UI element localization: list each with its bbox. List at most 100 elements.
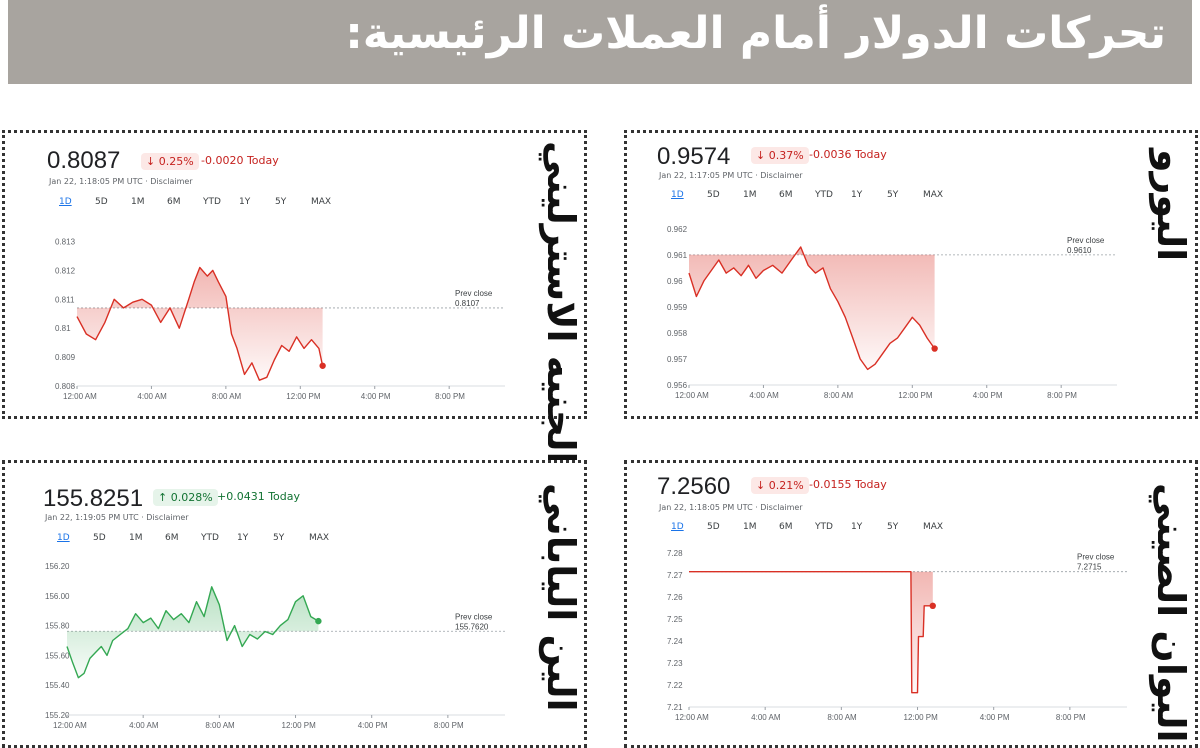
change-today: -0.0020 Today — [201, 154, 279, 167]
range-tab-1m[interactable]: 1M — [129, 533, 143, 543]
range-tab-5d[interactable]: 5D — [707, 522, 720, 532]
y-tick-label: 0.957 — [667, 355, 688, 364]
y-tick-label: 7.28 — [667, 549, 683, 558]
panel-gbp: 0.8087 ↓ 0.25% -0.0020 Today Jan 22, 1:1… — [2, 130, 587, 465]
range-tab-1m[interactable]: 1M — [743, 190, 757, 200]
range-tabs: 1D 5D 1M 6M YTD 1Y 5Y MAX — [57, 533, 345, 543]
currency-name: الين الياباني — [539, 483, 583, 712]
range-tab-6m[interactable]: 6M — [779, 522, 793, 532]
panel-eur: 0.9574 ↓ 0.37% -0.0036 Today Jan 22, 1:1… — [624, 130, 1198, 419]
range-tab-6m[interactable]: 6M — [167, 197, 181, 207]
change-percent-badge: ↓ 0.37% — [751, 147, 809, 164]
range-tab-5d[interactable]: 5D — [93, 533, 106, 543]
range-tab-ytd[interactable]: YTD — [815, 522, 833, 532]
y-tick-label: 155.20 — [45, 711, 70, 720]
range-tab-1d[interactable]: 1D — [671, 190, 684, 200]
range-tab-ytd[interactable]: YTD — [815, 190, 833, 200]
page-title: تحركات الدولار أمام العملات الرئيسية: — [345, 8, 1166, 59]
range-tab-5y[interactable]: 5Y — [887, 190, 899, 200]
timestamp: Jan 22, 1:18:05 PM UTC · Disclaimer — [49, 177, 193, 186]
x-tick-label: 12:00 PM — [904, 713, 939, 722]
y-tick-label: 0.813 — [55, 237, 76, 246]
x-tick-label: 12:00 PM — [898, 391, 933, 400]
x-tick-label: 8:00 PM — [434, 721, 464, 730]
y-tick-label: 156.20 — [45, 562, 70, 571]
prev-close-label: Prev close — [1067, 236, 1105, 245]
range-tab-1d[interactable]: 1D — [671, 522, 684, 532]
currency-name: الجنيه الاسترليني — [539, 141, 583, 465]
change-today: -0.0036 Today — [809, 148, 887, 161]
prev-close-label: Prev close — [455, 612, 493, 621]
range-tab-5y[interactable]: 5Y — [275, 197, 287, 207]
x-tick-label: 12:00 AM — [53, 721, 87, 730]
timestamp: Jan 22, 1:18:05 PM UTC · Disclaimer — [659, 503, 803, 512]
y-tick-label: 7.25 — [667, 615, 683, 624]
range-tab-5d[interactable]: 5D — [95, 197, 108, 207]
range-tab-5d[interactable]: 5D — [707, 190, 720, 200]
y-tick-label: 0.961 — [667, 251, 688, 260]
currency-name: اليوان الصيني — [1149, 483, 1193, 743]
title-banner: تحركات الدولار أمام العملات الرئيسية: — [8, 0, 1192, 84]
current-point — [931, 345, 938, 352]
change-percent-badge: ↓ 0.25% — [141, 153, 199, 170]
range-tab-max[interactable]: MAX — [923, 522, 944, 532]
x-tick-label: 4:00 AM — [751, 713, 781, 722]
prev-close-value: 155.7620 — [455, 622, 489, 631]
range-tab-6m[interactable]: 6M — [165, 533, 179, 543]
x-tick-label: 4:00 PM — [980, 713, 1010, 722]
y-tick-label: 7.21 — [667, 703, 683, 712]
series-area — [67, 586, 319, 678]
currency-name: اليورو — [1149, 149, 1193, 262]
range-tab-ytd[interactable]: YTD — [203, 197, 221, 207]
prev-close-value: 0.9610 — [1067, 246, 1092, 255]
range-tab-1y[interactable]: 1Y — [851, 190, 863, 200]
x-tick-label: 8:00 AM — [824, 391, 854, 400]
prev-close-label: Prev close — [455, 289, 493, 298]
range-tab-1y[interactable]: 1Y — [851, 522, 863, 532]
range-tab-max[interactable]: MAX — [309, 533, 330, 543]
range-tab-max[interactable]: MAX — [923, 190, 944, 200]
series-line — [688, 246, 936, 371]
range-tab-ytd[interactable]: YTD — [201, 533, 219, 543]
series-line — [689, 571, 933, 694]
range-tab-1y[interactable]: 1Y — [237, 533, 249, 543]
range-tabs: 1D 5D 1M 6M YTD 1Y 5Y MAX — [671, 522, 959, 532]
range-tab-max[interactable]: MAX — [311, 197, 332, 207]
series-area — [689, 571, 933, 693]
range-tab-1y[interactable]: 1Y — [239, 197, 251, 207]
y-tick-label: 0.811 — [55, 295, 75, 304]
x-tick-label: 4:00 AM — [129, 721, 159, 730]
timestamp: Jan 22, 1:17:05 PM UTC · Disclaimer — [659, 171, 803, 180]
range-tab-6m[interactable]: 6M — [779, 190, 793, 200]
x-tick-label: 12:00 AM — [63, 392, 97, 401]
chart-jpy: 156.20156.00155.80155.60155.40155.2012:0… — [45, 562, 505, 730]
y-tick-label: 0.956 — [667, 381, 688, 390]
prev-close-value: 0.8107 — [455, 299, 480, 308]
range-tabs: 1D 5D 1M 6M YTD 1Y 5Y MAX — [671, 190, 959, 200]
range-tabs: 1D 5D 1M 6M YTD 1Y 5Y MAX — [59, 197, 347, 207]
range-tab-1m[interactable]: 1M — [743, 522, 757, 532]
y-tick-label: 0.958 — [667, 329, 688, 338]
range-tab-5y[interactable]: 5Y — [273, 533, 285, 543]
y-tick-label: 0.962 — [667, 225, 688, 234]
x-tick-label: 8:00 PM — [1056, 713, 1086, 722]
x-tick-label: 12:00 PM — [286, 392, 321, 401]
range-tab-1d[interactable]: 1D — [59, 197, 72, 207]
panel-jpy: 155.8251 ↑ 0.028% +0.0431 Today Jan 22, … — [2, 460, 587, 748]
y-tick-label: 7.22 — [667, 681, 683, 690]
series-area — [689, 247, 935, 370]
range-tab-1m[interactable]: 1M — [131, 197, 145, 207]
y-tick-label: 7.24 — [667, 637, 683, 646]
series-line — [76, 266, 324, 381]
x-tick-label: 8:00 PM — [435, 392, 465, 401]
change-percent-badge: ↑ 0.028% — [153, 489, 218, 506]
prev-close-value: 7.2715 — [1077, 563, 1102, 572]
x-tick-label: 8:00 AM — [212, 392, 242, 401]
range-tab-5y[interactable]: 5Y — [887, 522, 899, 532]
x-tick-label: 12:00 AM — [675, 713, 709, 722]
y-tick-label: 0.812 — [55, 266, 76, 275]
range-tab-1d[interactable]: 1D — [57, 533, 70, 543]
price-value: 7.2560 — [657, 473, 731, 500]
